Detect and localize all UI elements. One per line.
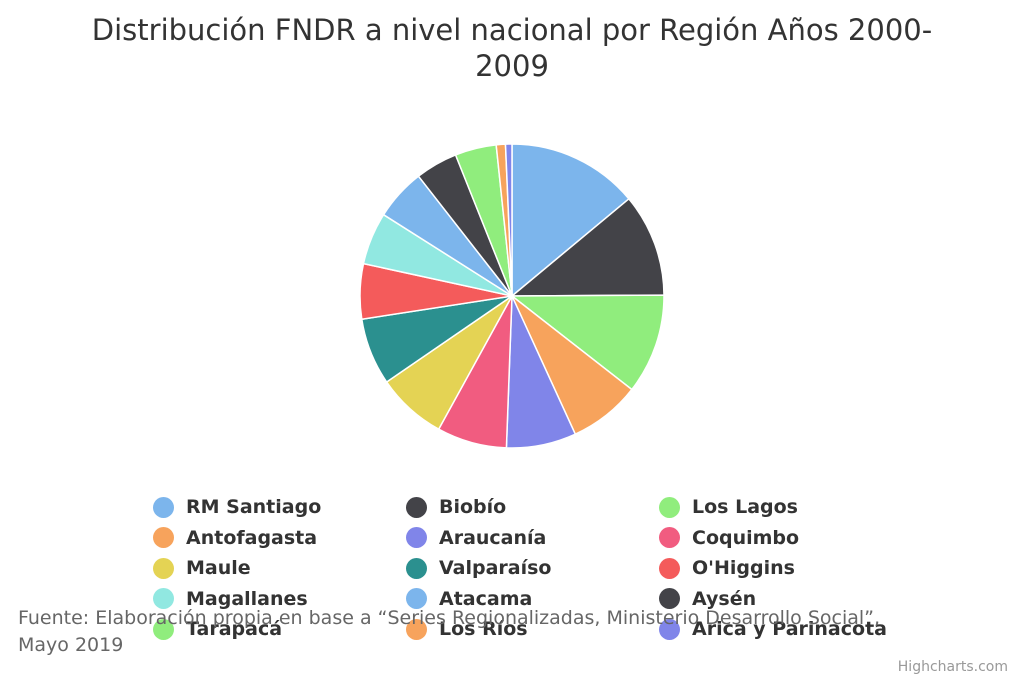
credits-link[interactable]: Highcharts.com (897, 659, 1008, 675)
legend-item[interactable]: Valparaíso (406, 553, 552, 583)
pie-slice-2[interactable] (511, 294, 665, 391)
legend-label: Valparaíso (439, 557, 552, 579)
legend-item[interactable]: Aysén (659, 584, 756, 614)
legend-marker (659, 588, 680, 609)
legend-item[interactable]: Antofagasta (153, 523, 317, 553)
legend-marker (406, 588, 427, 609)
pie-slice-14[interactable] (504, 143, 513, 297)
legend-marker (406, 527, 427, 548)
source-note: Fuente: Elaboración propia en base a “Se… (18, 607, 881, 656)
legend-item[interactable]: Los Lagos (659, 492, 798, 522)
legend-label: RM Santiago (186, 496, 322, 518)
legend-marker (153, 618, 174, 640)
legend-label: Arica y Parinacota (692, 618, 887, 640)
pie-slice-1[interactable] (511, 198, 665, 297)
legend-label: Los Ríos (439, 618, 528, 640)
legend-item[interactable]: RM Santiago (153, 492, 321, 522)
legend-item[interactable]: O'Higgins (659, 553, 795, 583)
legend-item[interactable]: Araucanía (406, 523, 546, 553)
legend-marker (153, 557, 174, 579)
legend-item[interactable]: Tarapacá (153, 614, 282, 644)
legend-item[interactable]: Los Ríos (406, 614, 528, 644)
legend-label: Biobío (439, 496, 507, 518)
legend-label: O'Higgins (692, 557, 795, 579)
legend-item[interactable]: Atacama (406, 584, 532, 614)
legend-marker (153, 527, 174, 548)
legend-marker (406, 496, 427, 518)
legend-item[interactable]: Magallanes (153, 584, 308, 614)
legend-label: Aysén (692, 587, 757, 610)
legend-item[interactable]: Coquimbo (659, 523, 799, 553)
pie-slice-0[interactable] (511, 143, 630, 297)
legend-marker (153, 496, 174, 518)
legend-item[interactable]: Biobío (406, 492, 506, 522)
legend-label: Coquimbo (692, 526, 800, 549)
legend-marker (659, 496, 680, 518)
legend-marker (659, 618, 680, 640)
legend-label: Los Lagos (692, 496, 798, 518)
legend-label: Tarapacá (186, 618, 283, 640)
legend-item[interactable]: Arica y Parinacota (659, 614, 887, 644)
legend-marker (153, 588, 174, 609)
legend-marker (406, 557, 427, 579)
legend-label: Araucanía (439, 526, 547, 549)
legend-item[interactable]: Maule (153, 553, 251, 583)
legend-marker (659, 527, 680, 548)
legend-marker (659, 557, 680, 579)
chart-legend: RM Santiago Biobío Los Lagos Antofagasta Ara… (0, 492, 1024, 652)
legend-label: Maule (186, 557, 251, 579)
legend-label: Magallanes (186, 587, 308, 610)
legend-label: Atacama (439, 587, 533, 610)
chart-title: Distribución FNDR a nivel nacional por R… (91, 13, 933, 83)
legend-marker (406, 618, 427, 640)
legend-label: Antofagasta (186, 526, 318, 549)
